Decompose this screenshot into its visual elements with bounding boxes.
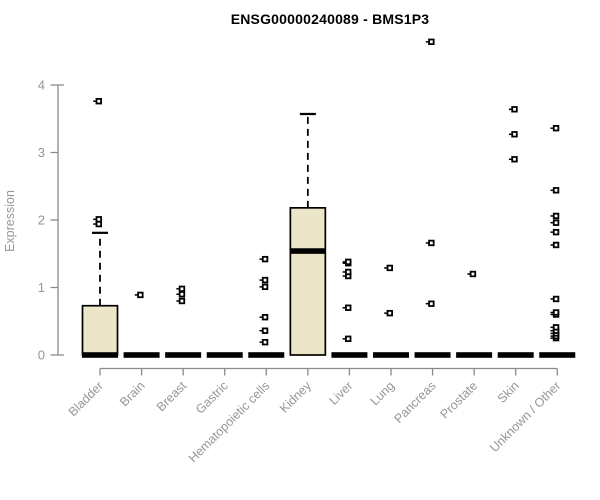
y-tick-label: 1: [38, 280, 45, 295]
outlier-point-skin: [511, 156, 518, 163]
y-tick-label: 0: [38, 348, 45, 363]
outlier-point-liver: [345, 268, 352, 276]
median-bar-breast: [165, 352, 202, 358]
y-tick-label: 2: [38, 213, 45, 228]
x-tick-label: Gastric: [193, 379, 231, 417]
outlier-point-hematopoietic-cells: [261, 338, 269, 346]
outlier-point-prostate: [469, 270, 477, 278]
outlier-point-pancreas: [428, 239, 435, 247]
median-bar-unknown-other: [539, 352, 576, 358]
outlier-point-liver: [345, 258, 352, 266]
outlier-point-hematopoietic-cells: [261, 313, 269, 321]
y-tick-label: 3: [38, 145, 45, 160]
median-bar-brain: [123, 352, 160, 358]
median-bar-liver: [331, 352, 368, 358]
y-tick-label: 4: [38, 78, 45, 93]
median-bar-gastric: [206, 352, 243, 358]
x-tick-label: Unknown / Other: [487, 379, 563, 455]
outlier-point-unknown-other: [552, 125, 560, 132]
outlier-point-pancreas: [428, 38, 435, 45]
outlier-point-unknown-other: [552, 295, 560, 303]
outlier-point-lung: [386, 264, 393, 272]
outlier-point-unknown-other: [552, 212, 560, 220]
outlier-point-pancreas: [428, 300, 435, 307]
outlier-point-hematopoietic-cells: [261, 283, 269, 291]
outlier-point-breast: [178, 285, 186, 293]
outlier-point-hematopoietic-cells: [261, 255, 269, 263]
x-tick-label: Bladder: [66, 379, 106, 419]
x-tick-label: Kidney: [277, 378, 314, 415]
x-tick-label: Brain: [117, 379, 148, 410]
outlier-point-hematopoietic-cells: [261, 276, 269, 284]
outlier-point-bladder: [95, 216, 102, 223]
outlier-point-skin: [511, 106, 518, 113]
y-axis-label: Expression: [3, 190, 17, 252]
outlier-point-bladder: [95, 98, 102, 105]
x-tick-label: Liver: [326, 379, 355, 408]
outlier-point-lung: [386, 309, 393, 317]
box-kidney: [289, 207, 327, 356]
outlier-point-liver: [345, 335, 352, 342]
outlier-point-brain: [137, 291, 144, 299]
chart-title: ENSG00000240089 - BMS1P3: [230, 11, 430, 27]
outlier-point-unknown-other: [552, 187, 560, 194]
outlier-point-unknown-other: [552, 309, 560, 316]
outlier-point-unknown-other: [552, 228, 560, 236]
outlier-point-unknown-other: [552, 219, 560, 226]
median-bar-skin: [497, 352, 534, 358]
outlier-point-unknown-other: [552, 241, 560, 249]
median-bar-pancreas: [414, 352, 451, 358]
x-tick-label: Lung: [368, 379, 398, 409]
x-tick-label: Skin: [495, 379, 522, 406]
median-bar-bladder: [82, 352, 118, 358]
outlier-point-hematopoietic-cells: [261, 327, 269, 334]
median-bar-kidney: [289, 248, 326, 254]
outlier-point-skin: [511, 131, 518, 138]
x-tick-label: Prostate: [437, 379, 480, 422]
median-bar-prostate: [456, 352, 493, 358]
x-tick-label: Hematopoietic cells: [186, 379, 273, 466]
x-tick-label: Pancreas: [391, 379, 438, 426]
median-bar-lung: [372, 352, 409, 358]
outlier-point-liver: [345, 304, 352, 311]
median-bar-hematopoietic-cells: [248, 352, 285, 358]
box-bladder: [81, 304, 119, 356]
outlier-point-breast: [178, 297, 186, 305]
outlier-point-unknown-other: [552, 324, 560, 331]
x-tick-label: Breast: [154, 378, 190, 414]
outlier-point-breast: [178, 291, 186, 298]
